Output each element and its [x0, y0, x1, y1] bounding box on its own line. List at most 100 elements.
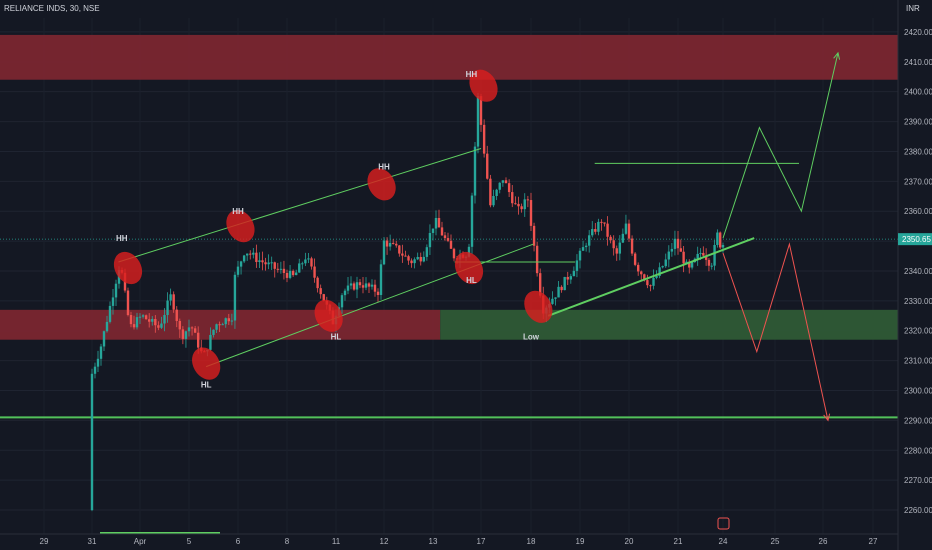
- candle-body: [388, 242, 392, 247]
- candle-body: [618, 242, 622, 254]
- y-tick-label: 2300.00: [904, 387, 932, 396]
- candle-body: [640, 271, 643, 275]
- candle-body: [603, 222, 606, 224]
- pivot-label: HH: [378, 162, 390, 171]
- y-tick-label: 2360.00: [904, 207, 932, 216]
- y-tick-label: 2370.00: [904, 177, 932, 186]
- candle-body: [667, 251, 671, 260]
- candle-body: [621, 233, 625, 243]
- pivot-marker: [226, 210, 255, 243]
- candle-body: [707, 259, 711, 266]
- candle-body: [578, 250, 582, 261]
- x-tick-label: 19: [576, 537, 585, 546]
- candle-body: [520, 206, 523, 210]
- candle-body: [298, 263, 301, 273]
- x-tick-label: 13: [429, 537, 438, 546]
- candle-body: [685, 261, 688, 264]
- candle-body: [538, 273, 542, 296]
- candle-body: [606, 223, 609, 237]
- rising-trend-line: [547, 237, 755, 317]
- candle-body: [434, 217, 438, 229]
- candle-body: [138, 316, 142, 318]
- candle-body: [721, 244, 725, 248]
- candle-body: [322, 294, 325, 301]
- candle-body: [273, 262, 276, 269]
- candle-body: [449, 240, 453, 249]
- candle-body: [227, 318, 231, 322]
- candle-body: [594, 229, 597, 232]
- x-tick-label: 21: [674, 537, 683, 546]
- candle-body: [615, 248, 618, 254]
- candle-body: [252, 252, 255, 255]
- pivot-marker: [469, 69, 498, 102]
- candle-body: [566, 276, 569, 280]
- candle-body: [276, 268, 280, 270]
- x-tick-label: 24: [719, 537, 728, 546]
- candle-body: [479, 96, 483, 125]
- event-flag-icon: [717, 517, 730, 530]
- pivot-marker: [192, 347, 221, 380]
- candle-body: [105, 321, 109, 332]
- candle-body: [239, 261, 243, 267]
- candle-body: [221, 324, 224, 326]
- x-tick-label: 8: [285, 537, 290, 546]
- candle-body: [473, 146, 477, 196]
- candle-body: [135, 317, 139, 328]
- candle-body: [467, 246, 471, 257]
- candle-body: [410, 260, 413, 264]
- candle-body: [688, 261, 691, 268]
- candle-body: [154, 318, 157, 326]
- candle-body: [379, 264, 383, 295]
- channel-upper-line: [118, 147, 482, 263]
- y-tick-label: 2380.00: [904, 147, 932, 156]
- candle-body: [102, 331, 106, 347]
- candle-body: [696, 253, 699, 259]
- candle-body: [319, 288, 322, 295]
- candle-body: [310, 258, 313, 267]
- candle-body: [526, 199, 530, 201]
- x-tick-label: 12: [380, 537, 389, 546]
- candle-body: [196, 332, 200, 348]
- candle-body: [99, 346, 103, 359]
- candle-body: [376, 291, 380, 295]
- bullish-projection-path: [722, 52, 839, 239]
- candle-body: [655, 275, 658, 278]
- bearish-arrow-head: [823, 413, 831, 422]
- symbol-title: RELIANCE INDS, 30, NSE: [4, 4, 100, 13]
- candle-body: [294, 272, 298, 276]
- candle-body: [147, 319, 151, 322]
- candle-body: [245, 253, 249, 256]
- candle-body: [572, 270, 576, 277]
- candle-body: [581, 247, 585, 251]
- candle-body: [111, 297, 115, 306]
- x-tick-label: 11: [332, 537, 341, 546]
- x-tick-label: 6: [236, 537, 241, 546]
- candle-body: [532, 225, 536, 246]
- candle-body: [704, 255, 708, 260]
- candle-body: [679, 248, 683, 252]
- candle-body: [172, 294, 175, 310]
- zone-resistance: [0, 34, 898, 80]
- candle-body: [270, 262, 273, 264]
- candle-body: [661, 266, 664, 268]
- candle-body: [563, 276, 566, 291]
- candle-body: [349, 283, 353, 286]
- candle-body: [597, 221, 600, 232]
- candle-body: [425, 247, 429, 257]
- candle-body: [624, 223, 628, 234]
- x-tick-label: Apr: [134, 537, 147, 546]
- candle-body: [443, 235, 447, 239]
- candle-body: [343, 290, 347, 296]
- x-tick-label: 20: [625, 537, 634, 546]
- x-tick-label: 5: [187, 537, 192, 546]
- y-tick-label: 2260.00: [904, 506, 932, 515]
- candle-body: [630, 238, 634, 254]
- candle-body: [267, 262, 270, 265]
- candle-body: [313, 266, 316, 278]
- candle-body: [446, 238, 450, 241]
- candle-body: [716, 232, 719, 245]
- pivot-marker: [113, 251, 143, 285]
- candle-body: [437, 217, 441, 228]
